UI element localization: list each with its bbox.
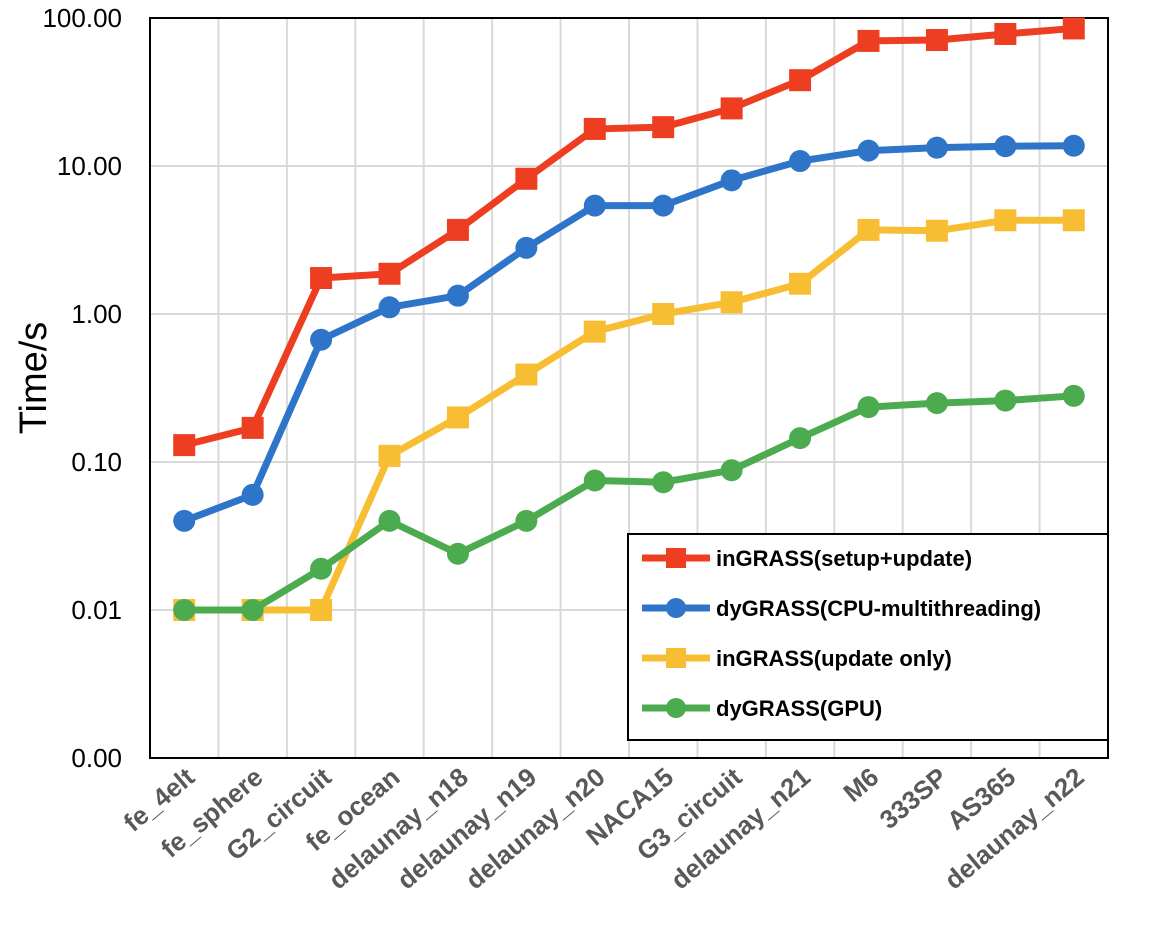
data-point-marker — [173, 599, 196, 621]
y-tick-label: 100.00 — [42, 3, 122, 33]
data-point-marker — [925, 29, 948, 52]
data-point-marker — [925, 136, 948, 159]
data-point-marker — [583, 320, 606, 343]
legend-label: dyGRASS(GPU) — [716, 696, 882, 721]
data-point-marker — [378, 444, 401, 467]
data-point-marker — [857, 29, 880, 52]
data-point-marker — [515, 167, 538, 190]
data-point-marker — [378, 509, 401, 532]
legend-item: dyGRASS(GPU) — [642, 696, 882, 721]
data-point-marker — [789, 150, 812, 173]
data-point-marker — [515, 236, 538, 259]
data-point-marker — [583, 194, 606, 217]
y-axis-title: Time/s — [13, 322, 55, 435]
data-point-marker — [720, 291, 743, 314]
legend-marker — [666, 598, 686, 618]
series-line — [183, 24, 1075, 449]
data-point-marker — [310, 328, 333, 351]
data-point-marker — [789, 69, 812, 92]
data-point-marker — [173, 509, 196, 532]
plot-area-frame — [149, 17, 1109, 759]
y-axis-ticks: 0.00 0.01 0.10 1.00 10.00 100.00 — [42, 3, 122, 773]
series-dygrass-cpu-multithreading — [173, 134, 1085, 532]
data-point-marker — [583, 117, 606, 140]
y-tick-label: 0.10 — [71, 447, 122, 477]
data-point-marker — [446, 542, 469, 565]
data-point-marker — [925, 392, 948, 415]
y-tick-label: 1.00 — [71, 299, 122, 329]
legend-item: inGRASS(update only) — [642, 646, 952, 671]
legend-item: inGRASS(setup+update) — [642, 546, 972, 571]
legend-label: inGRASS(update only) — [716, 646, 952, 671]
data-point-marker — [652, 303, 675, 325]
legend-marker — [666, 648, 686, 668]
data-point-marker — [241, 599, 264, 621]
series-ingrass-setup-update — [173, 17, 1085, 457]
data-point-marker — [720, 97, 743, 120]
data-point-marker — [789, 427, 812, 450]
y-tick-label: 10.00 — [57, 151, 122, 181]
series-line — [184, 216, 1074, 614]
data-point-marker — [1062, 17, 1085, 40]
data-point-marker — [720, 459, 743, 482]
data-point-marker — [241, 483, 264, 506]
legend-label: inGRASS(setup+update) — [716, 546, 972, 571]
data-point-marker — [994, 135, 1017, 158]
series-dygrass-gpu — [173, 384, 1085, 621]
data-point-marker — [857, 396, 880, 419]
y-tick-label: 0.00 — [71, 743, 122, 773]
data-point-marker — [720, 169, 743, 192]
data-point-marker — [446, 406, 469, 429]
series-ingrass-update-only — [173, 209, 1085, 621]
data-point-marker — [241, 416, 264, 439]
data-point-marker — [173, 434, 196, 457]
series-line — [182, 142, 1074, 525]
data-point-marker — [857, 218, 880, 241]
data-point-marker — [994, 22, 1017, 45]
legend-label: dyGRASS(CPU-multithreading) — [716, 596, 1041, 621]
data-point-marker — [652, 471, 675, 494]
series-line — [184, 392, 1075, 614]
legend-item: dyGRASS(CPU-multithreading) — [642, 596, 1041, 621]
data-point-marker — [1062, 384, 1085, 407]
data-point-marker — [994, 209, 1017, 232]
data-point-marker — [652, 194, 675, 217]
data-point-marker — [652, 116, 675, 139]
data-point-marker — [1062, 209, 1085, 232]
data-point-marker — [925, 219, 948, 242]
y-tick-label: 0.01 — [71, 595, 122, 625]
data-point-marker — [583, 469, 606, 492]
data-point-marker — [857, 139, 880, 162]
data-point-marker — [310, 267, 333, 290]
data-point-marker — [515, 363, 538, 386]
data-point-marker — [446, 284, 469, 307]
data-point-marker — [789, 272, 812, 295]
data-point-marker — [515, 509, 538, 532]
data-point-marker — [378, 296, 401, 319]
data-point-marker — [310, 599, 333, 621]
series-group — [173, 17, 1085, 621]
data-point-marker — [1062, 134, 1085, 157]
data-point-marker — [446, 218, 469, 241]
data-point-marker — [310, 557, 333, 580]
legend-marker — [666, 698, 686, 718]
legend: inGRASS(setup+update) dyGRASS(CPU-multith… — [627, 533, 1109, 741]
data-point-marker — [378, 262, 401, 285]
legend-marker — [666, 548, 686, 568]
data-point-marker — [994, 389, 1017, 412]
